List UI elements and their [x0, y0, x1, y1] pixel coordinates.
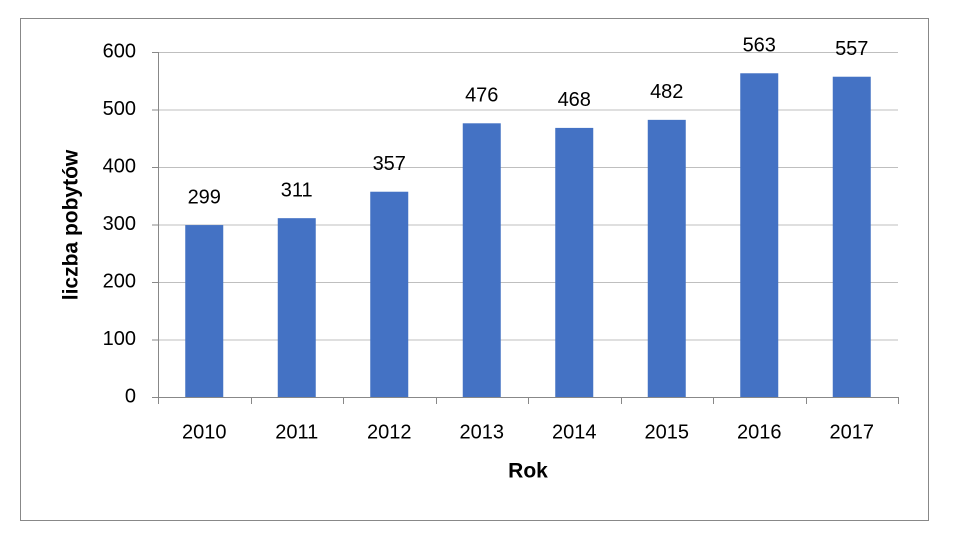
bar: [647, 119, 686, 397]
bar: [832, 76, 871, 397]
x-tick-label: 2011: [275, 421, 318, 443]
x-tick-label: 2010: [182, 421, 227, 443]
data-label: 563: [743, 35, 776, 57]
bar: [370, 191, 409, 397]
data-label: 468: [558, 89, 591, 111]
y-tick-label: 400: [103, 155, 136, 177]
data-label: 476: [465, 85, 498, 107]
y-tick-label: 200: [103, 270, 136, 292]
y-tick-label: 500: [103, 98, 136, 120]
x-tick-label: 2016: [737, 421, 782, 443]
bar: [555, 127, 594, 398]
x-tick-label: 2013: [460, 421, 505, 443]
y-tick-label: 300: [103, 213, 136, 235]
data-label: 311: [281, 179, 313, 201]
x-axis-title: Rok: [508, 460, 548, 483]
data-label: 557: [835, 38, 868, 60]
y-tick-label: 600: [103, 40, 136, 62]
bar: [277, 218, 316, 397]
data-label: 357: [373, 153, 406, 175]
y-axis-title: liczba pobytów: [60, 149, 83, 300]
data-label: 299: [188, 186, 221, 208]
x-tick-label: 2017: [830, 421, 875, 443]
x-tick-label: 2015: [645, 421, 690, 443]
bar: [462, 123, 501, 398]
y-tick-label: 0: [125, 385, 136, 407]
bar: [740, 73, 779, 398]
bar: [185, 225, 224, 397]
x-tick-label: 2014: [552, 421, 597, 443]
y-tick-label: 100: [103, 328, 136, 350]
x-tick-label: 2012: [367, 421, 412, 443]
data-label: 482: [650, 81, 683, 103]
